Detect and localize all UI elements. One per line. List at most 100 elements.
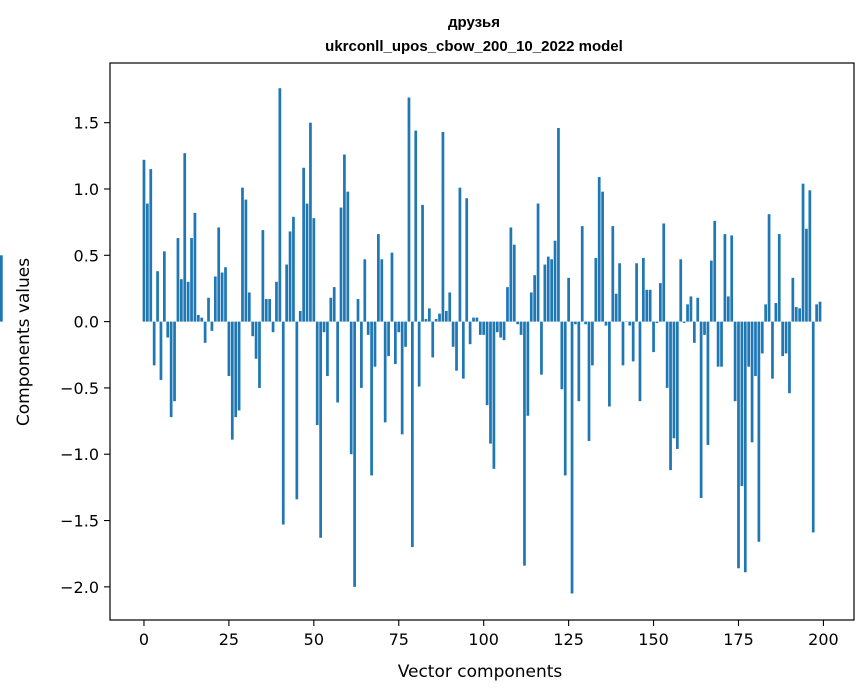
bar [431, 321, 435, 358]
bar [519, 321, 523, 335]
bar [186, 281, 190, 322]
bar [227, 321, 231, 376]
bar [319, 321, 322, 538]
bar [546, 256, 550, 322]
bar [655, 321, 659, 323]
bar [682, 321, 686, 323]
bar [343, 154, 346, 322]
bar [339, 207, 343, 322]
bar [591, 321, 594, 366]
chart-title: друзья [448, 14, 500, 31]
bar [285, 264, 289, 322]
bar [652, 321, 655, 353]
bar [781, 321, 785, 357]
bar [397, 321, 401, 333]
bar [529, 292, 533, 322]
bar [173, 321, 176, 402]
bar [455, 321, 458, 371]
bar [241, 187, 244, 322]
bar [207, 297, 210, 322]
bar [234, 321, 238, 418]
y-tick-label: −0.5 [60, 379, 99, 398]
bar [692, 321, 696, 343]
plot-frame [109, 62, 855, 621]
bar [149, 169, 153, 322]
bar [230, 321, 234, 440]
bar [394, 321, 397, 365]
bar [604, 321, 608, 326]
bar [543, 264, 547, 322]
bar [244, 199, 248, 322]
bar [608, 321, 611, 407]
bar [587, 321, 591, 441]
bar [193, 212, 197, 322]
bar [699, 321, 703, 498]
chart-subtitle: ukrconll_upos_cbow_200_10_2022 model [325, 38, 623, 55]
bar [448, 292, 452, 322]
bar [261, 230, 265, 322]
bar [417, 321, 421, 387]
bar [631, 321, 635, 362]
bar [475, 317, 479, 322]
bar [400, 321, 404, 435]
bar [309, 122, 312, 322]
bar [536, 203, 540, 322]
x-tick-label: 25 [219, 630, 239, 649]
bar [271, 321, 275, 333]
bar [743, 321, 747, 573]
bar [336, 321, 339, 403]
bar [512, 244, 516, 322]
bar [645, 289, 649, 322]
bar [404, 321, 407, 347]
bar [366, 321, 370, 335]
bar [798, 308, 801, 322]
bar [380, 259, 384, 322]
bar [478, 321, 482, 335]
bar [312, 218, 316, 322]
bar [733, 321, 737, 402]
bar [740, 321, 744, 487]
bar [390, 252, 394, 322]
bar [750, 321, 754, 443]
bar [179, 279, 183, 322]
bar [427, 308, 431, 322]
bar [713, 220, 717, 322]
bar [777, 234, 781, 322]
bar [169, 321, 173, 418]
bar [329, 297, 333, 322]
y-tick-label: 1.5 [74, 114, 99, 133]
bar [815, 304, 818, 322]
bar [264, 299, 268, 322]
bar [635, 263, 638, 322]
bar [771, 321, 774, 379]
bar [492, 321, 496, 469]
bar [224, 267, 227, 322]
y-tick-label: 0.5 [74, 246, 99, 265]
x-tick-label: 150 [638, 630, 669, 649]
bar [601, 191, 604, 322]
bar [597, 177, 601, 322]
bar [509, 227, 513, 322]
bar [784, 321, 788, 354]
bar [811, 321, 815, 533]
bar [614, 293, 618, 322]
bar [166, 321, 170, 338]
bar [258, 321, 261, 388]
bar [669, 321, 672, 471]
bar [468, 321, 472, 345]
x-tick-label: 50 [304, 630, 324, 649]
bar [268, 299, 272, 322]
x-tick-label: 125 [553, 630, 584, 649]
bar [0, 255, 3, 322]
bar [788, 321, 791, 394]
bar [210, 321, 214, 331]
bar [747, 321, 751, 367]
x-tick-label: 75 [389, 630, 409, 649]
bar [754, 321, 757, 376]
bar [176, 238, 180, 322]
bar [156, 271, 159, 322]
bar [441, 131, 445, 322]
bar [584, 321, 587, 325]
bar [407, 97, 411, 322]
